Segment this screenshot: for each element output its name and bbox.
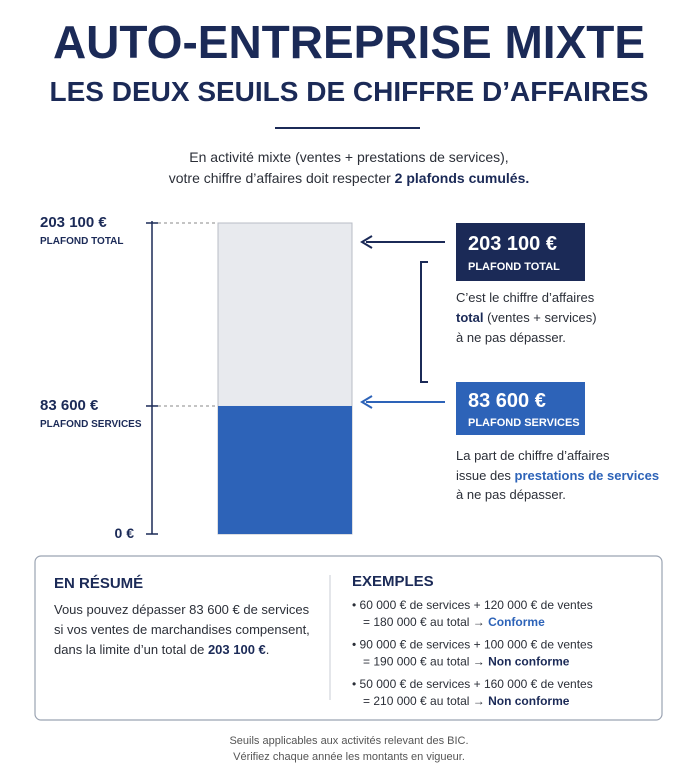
example-verdict: Non conforme — [488, 655, 570, 669]
summary-box — [34, 555, 663, 721]
footer: Seuils applicables aux activités relevan… — [229, 735, 468, 747]
callout-value: 203 100 € — [468, 233, 557, 255]
example-verdict: Non conforme — [488, 694, 570, 708]
callout-name: PLAFOND TOTAL — [468, 261, 560, 273]
arrow-head — [360, 235, 373, 249]
threshold-label: 83 600 € — [40, 397, 99, 414]
summary-line: dans la limite d’un total de 203 100 €. — [54, 642, 269, 657]
summary-line: si vos ventes de marchandises compensent… — [54, 622, 310, 637]
callout-text: à ne pas dépasser. — [456, 487, 566, 502]
example-total: = 180 000 € au total → — [363, 615, 488, 629]
footer: Vérifiez chaque année les montants en vi… — [233, 751, 465, 763]
callout-box — [456, 223, 585, 281]
example-verdict: Conforme — [488, 615, 545, 629]
examples-list: • 60 000 € de services + 120 000 € de ve… — [352, 598, 593, 708]
callout-text: issue des — [456, 468, 515, 483]
subtitle: LES DEUX SEUILS DE CHIFFRE D’AFFAIRES — [50, 76, 649, 107]
callout-text: à ne pas dépasser. — [456, 330, 566, 345]
callout-bold: total — [456, 310, 483, 325]
callout-box — [456, 382, 585, 435]
title: AUTO-ENTREPRISE MIXTE — [53, 16, 645, 68]
callout-text: La part de chiffre d’affaires — [456, 448, 610, 463]
summary-line: Vous pouvez dépasser 83 600 € de service… — [54, 602, 310, 617]
threshold-label: 203 100 € — [40, 214, 107, 231]
bar-segment — [218, 405, 352, 534]
bracket — [420, 261, 428, 383]
example-line: • 90 000 € de services + 100 000 € de ve… — [352, 638, 593, 652]
example-total: = 210 000 € au total → — [363, 694, 488, 708]
threshold-name: PLAFOND TOTAL — [40, 236, 124, 247]
example-line: = 210 000 € au total → Non conforme — [363, 694, 570, 708]
intro-line: En activité mixte (ventes + prestations … — [189, 149, 508, 165]
callout-text: issue des prestations de services — [456, 468, 659, 483]
threshold-name: PLAFOND SERVICES — [40, 419, 142, 430]
arrow-head — [360, 395, 373, 409]
example-line: • 60 000 € de services + 120 000 € de ve… — [352, 598, 593, 612]
intro-line: votre chiffre d’affaires doit respecter … — [169, 170, 530, 186]
axis-min-label: 0 € — [115, 525, 135, 541]
callout-text: C’est le chiffre d’affaires — [456, 290, 595, 305]
summary-title: EN RÉSUMÉ — [54, 575, 143, 592]
intro-bold: 2 plafonds cumulés. — [395, 170, 530, 186]
callout-text: total (ventes + services) — [456, 310, 597, 325]
example-line: = 190 000 € au total → Non conforme — [363, 655, 570, 669]
summary-text: . — [266, 642, 270, 657]
threshold-chart: 203 100 € PLAFOND TOTAL 83 600 € PLAFOND SE… — [40, 214, 353, 541]
callout-text: (ventes + services) — [483, 310, 596, 325]
example-line: • 50 000 € de services + 160 000 € de ve… — [352, 677, 593, 691]
callout-name: PLAFOND SERVICES — [468, 417, 580, 429]
examples-title: EXEMPLES — [352, 573, 434, 590]
example-total: = 190 000 € au total → — [363, 655, 488, 669]
summary-text: dans la limite d’un total de — [54, 642, 208, 657]
example-line: = 180 000 € au total → Conforme — [363, 615, 545, 629]
callout-bold: prestations de services — [515, 468, 660, 483]
intro-text: votre chiffre d’affaires doit respecter — [169, 170, 395, 186]
callout-value: 83 600 € — [468, 390, 546, 412]
summary-bold: 203 100 € — [208, 642, 266, 657]
